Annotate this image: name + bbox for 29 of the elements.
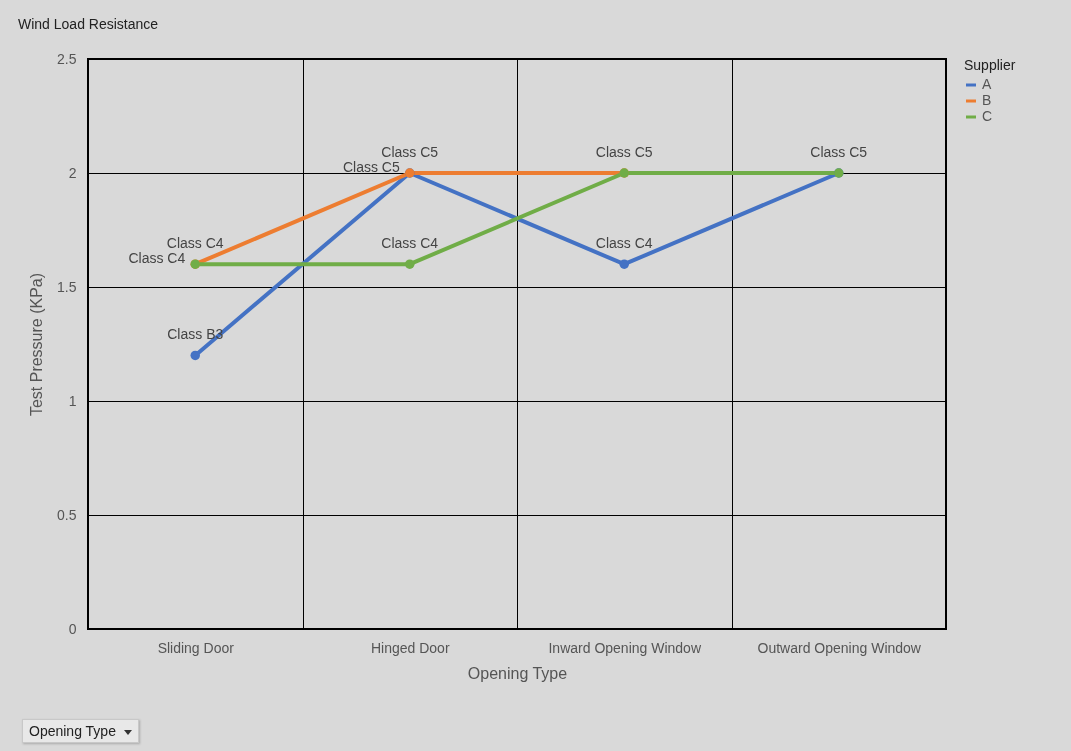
x-tick-label: Inward Opening Window xyxy=(548,639,702,656)
y-tick-label: 0 xyxy=(68,620,77,637)
y-tick-label: 2 xyxy=(68,164,77,181)
y-tick-label: 0.5 xyxy=(57,506,77,523)
data-label: Class C4 xyxy=(128,250,186,267)
x-tick-label: Hinged Door xyxy=(370,639,450,656)
y-axis-title: Test Pressure (KPa) xyxy=(28,272,46,417)
point xyxy=(619,259,629,269)
data-label: Class C4 xyxy=(595,235,653,252)
point xyxy=(190,350,200,361)
data-label: Class C5 xyxy=(595,144,653,160)
chart-title: Wind Load Resistance xyxy=(18,16,159,32)
y-tick-label: 2.5 xyxy=(57,50,77,67)
text: Opening Type xyxy=(29,723,116,739)
data-label: Class C5 xyxy=(342,159,400,175)
legend-label: C xyxy=(982,108,993,124)
legend-title: Supplier xyxy=(964,57,1016,73)
data-label: Class C5 xyxy=(810,144,868,160)
legend-label: A xyxy=(982,76,992,92)
data-label: Class C4 xyxy=(381,235,439,252)
x-axis-title: Opening Type xyxy=(467,664,568,682)
legend-label: B xyxy=(982,92,992,108)
data-label: Class C4 xyxy=(166,235,224,252)
y-tick-label: 1 xyxy=(68,392,77,409)
point xyxy=(405,259,415,269)
y-tick-label: 1.5 xyxy=(57,278,77,295)
x-tick-label: Sliding Door xyxy=(157,639,235,656)
x-tick-label: Outward Opening Window xyxy=(757,639,922,656)
data-label: Class C5 xyxy=(381,144,439,160)
